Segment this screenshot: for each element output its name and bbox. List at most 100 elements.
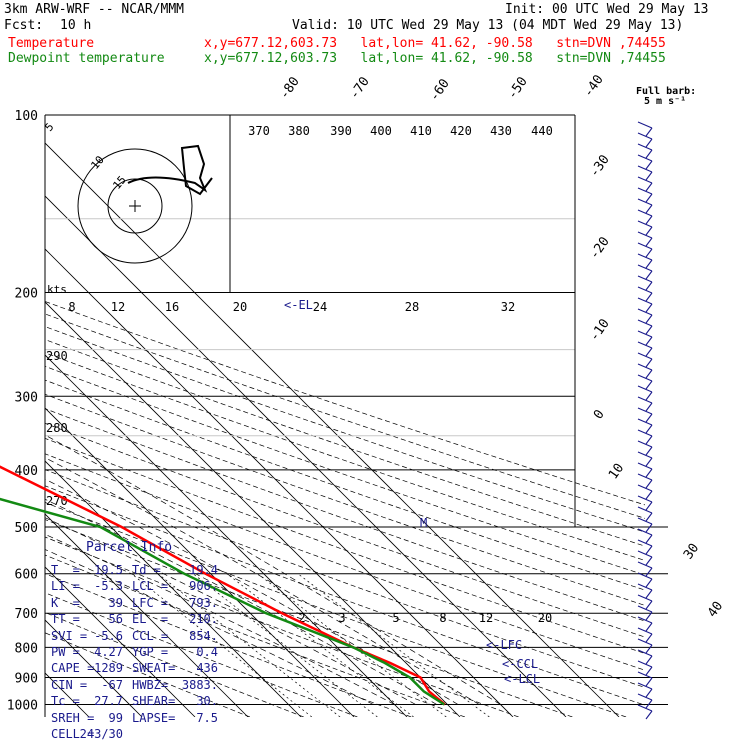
dewpoint-legend-info: x,y=677.12,603.73 lat,lon= 41.62, -90.58… (204, 51, 666, 66)
pressure-label-400: 400 (15, 464, 38, 479)
theta-label: 440 (531, 124, 553, 138)
pressure-label-900: 900 (15, 672, 38, 687)
isotherm-label: -70 (347, 74, 373, 102)
wind-barb (637, 517, 653, 525)
isotherm-label: -60 (427, 76, 453, 104)
parcel-info-cell: TT = (51, 612, 80, 627)
theta-label: 410 (410, 124, 432, 138)
full-barb-value: 5 m s⁻¹ (644, 96, 687, 107)
wind-barb (645, 248, 653, 258)
wind-barb (637, 616, 653, 624)
mixing-ratio-label: 2 (298, 611, 305, 625)
pressure-label-800: 800 (15, 641, 38, 656)
wind-barb (645, 567, 653, 577)
dry-adiabat (45, 339, 645, 547)
wind-barb (637, 297, 653, 305)
full-barb-label: Full barb: (636, 86, 697, 97)
parcel-info-cell: HWBZ= (132, 677, 169, 692)
wind-barb (637, 363, 653, 371)
hodograph-trace (127, 144, 213, 196)
isotherm-label: -50 (505, 74, 531, 102)
wind-barb (645, 171, 653, 181)
mixing-ratio-line (131, 573, 313, 717)
parcel-info-cell: CCL = (132, 628, 169, 643)
temperature-profile (0, 465, 446, 706)
mixing-ratio-line (257, 573, 447, 717)
parcel-info-cell: 4.27 (94, 645, 123, 659)
isotherm (45, 513, 249, 717)
m-marker: M (420, 516, 427, 530)
parcel-info-cell: K = (51, 595, 80, 610)
dry-adiabat (45, 592, 358, 717)
wind-barb (637, 341, 653, 349)
parcel-info-cell: T = (51, 563, 80, 577)
hodograph-ring-label: 8 (68, 300, 75, 314)
wind-barb (645, 534, 653, 544)
wind-barb (637, 473, 653, 481)
init-time: Init: 00 UTC Wed 29 May 13 (505, 2, 709, 17)
wind-barb (637, 352, 653, 360)
wind-barb (637, 407, 653, 415)
mixing-ratio-label: 8 (439, 611, 446, 625)
wind-barb (637, 165, 653, 173)
el-marker: <-EL (284, 298, 313, 312)
parcel-info-cell: -67 (101, 677, 123, 692)
hodograph-ring (77, 148, 193, 264)
pressure-label-200: 200 (15, 286, 38, 301)
theta-label: 420 (450, 124, 472, 138)
pressure-label-500: 500 (15, 521, 38, 536)
wind-barb (645, 435, 653, 445)
wind-barb (637, 495, 653, 503)
isotherms (45, 142, 620, 717)
parcel-info-cell: SVI = (51, 628, 88, 643)
isotherm-label: 40 (705, 599, 726, 620)
wind-barb (637, 671, 653, 679)
dewpoint-legend-label: Dewpoint temperature (8, 51, 165, 66)
wind-barb (637, 143, 653, 151)
wind-barb (637, 704, 653, 712)
lfc-marker: <-LFC (486, 638, 522, 652)
wind-barb (645, 270, 653, 280)
pressure-label-100: 100 (15, 109, 38, 124)
wind-barb (645, 347, 653, 357)
hodograph-ring (107, 178, 163, 234)
wind-barb (645, 303, 653, 313)
wind-barb (645, 556, 653, 566)
level-markers: <-EL <-LFC <-CCL<-LCL M (284, 298, 540, 686)
wind-barb (637, 275, 653, 283)
parcel-info-cell: SREH = (51, 710, 95, 725)
parcel-info-cell: LFC = (132, 595, 169, 610)
hodograph-ring-label: 24 (313, 300, 327, 314)
moist-adiabats (45, 434, 501, 705)
lcl-marker: <-LCL (504, 672, 540, 686)
isotherm (45, 619, 143, 717)
parcel-info-cell: CAPE = (51, 661, 95, 676)
wind-barb (645, 127, 653, 137)
wind-barb (645, 149, 653, 159)
wind-barb (645, 336, 653, 346)
wind-barb (637, 627, 653, 635)
wind-barb (645, 402, 653, 412)
temperature-legend-info: x,y=677.12,603.73 lat,lon= 41.62, -90.58… (204, 36, 666, 51)
wind-barb (645, 226, 653, 236)
wind-barb (637, 308, 653, 316)
pressure-label-600: 600 (15, 568, 38, 583)
wind-barb (645, 600, 653, 610)
parcel-info-cell: SHEAR= (132, 694, 176, 709)
wind-barb (645, 677, 653, 687)
wind-barb (637, 583, 653, 591)
parcel-info-cell: CELL = (51, 727, 95, 741)
parcel-info-cell: LAPSE= (132, 710, 176, 725)
wind-barb (645, 204, 653, 214)
wind-barb (637, 462, 653, 470)
wind-barb (637, 539, 653, 547)
parcel-info-cell: Td = (132, 563, 161, 577)
wind-barb (645, 292, 653, 302)
parcel-info-cell: 243/30 (79, 727, 123, 741)
wind-barb (637, 242, 653, 250)
moist-adiabat (45, 457, 480, 705)
wind-barb (645, 490, 653, 500)
parcel-info-cell: 99 (108, 710, 123, 725)
valid-time: Valid: 10 UTC Wed 29 May 13 (04 MDT Wed … (292, 18, 684, 33)
model-title: 3km ARW-WRF -- NCAR/MMM (4, 2, 185, 17)
